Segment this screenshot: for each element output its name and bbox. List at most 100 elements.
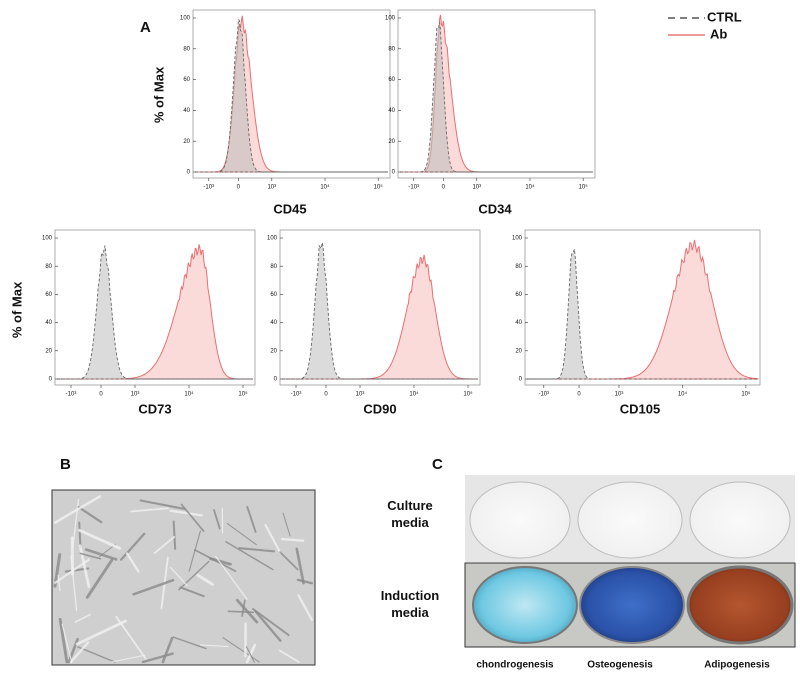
cell <box>199 644 229 648</box>
y-tick-label: 0 <box>187 170 191 176</box>
y-axis-label: % of Max <box>9 281 24 338</box>
cell <box>61 623 73 663</box>
cell <box>139 499 186 510</box>
cell <box>153 536 176 554</box>
well <box>469 481 571 559</box>
cell <box>77 646 116 663</box>
x-tick-label: 10⁴ <box>678 391 688 398</box>
row-label-line: Culture <box>387 498 433 513</box>
x-tick-label: -10³ <box>203 185 214 191</box>
y-tick-label: 80 <box>45 264 52 270</box>
x-tick-label: 0 <box>442 185 446 191</box>
plot-frame <box>192 9 391 179</box>
y-tick-label: 100 <box>385 16 396 22</box>
x-tick-label: 10⁵ <box>374 184 384 191</box>
y-tick-label: 60 <box>388 77 395 83</box>
column-label: Adipogenesis <box>704 660 770 671</box>
y-tick-label: 100 <box>267 236 278 242</box>
x-tick-label: 10⁵ <box>238 391 248 398</box>
well <box>577 481 683 559</box>
cell <box>254 610 282 642</box>
y-tick-label: 40 <box>45 320 52 326</box>
well <box>689 481 791 559</box>
y-tick-label: 80 <box>270 264 277 270</box>
plot-title: CD90 <box>363 401 396 416</box>
cell <box>161 636 174 664</box>
cell <box>74 613 91 623</box>
row-label: Culture media <box>387 498 433 530</box>
cell <box>282 512 291 537</box>
legend-label: Ab <box>710 26 727 41</box>
cell <box>225 541 274 571</box>
x-tick-label: 10³ <box>131 392 140 398</box>
row-label-line: Induction <box>381 588 440 603</box>
y-tick-label: 80 <box>515 264 522 270</box>
cell <box>72 498 80 548</box>
cell <box>227 610 255 614</box>
ctrl-histogram <box>527 248 758 380</box>
y-tick-label: 100 <box>512 236 523 242</box>
cell <box>172 520 177 550</box>
y-tick-label: 20 <box>183 139 190 145</box>
cell <box>209 557 232 566</box>
cell <box>295 547 305 585</box>
cell <box>77 506 103 524</box>
cell <box>53 553 62 588</box>
cell <box>246 505 257 533</box>
cell <box>226 522 257 546</box>
plot-frame <box>54 229 256 386</box>
ctrl-histogram <box>195 18 388 173</box>
cell <box>58 617 69 664</box>
x-tick-label: -10³ <box>538 392 549 398</box>
y-tick-label: 40 <box>270 320 277 326</box>
y-tick-label: 20 <box>515 348 522 354</box>
cell <box>196 573 215 586</box>
cell <box>85 558 114 599</box>
y-tick-label: 40 <box>515 320 522 326</box>
cell <box>79 552 102 560</box>
y-tick-label: 0 <box>274 377 278 383</box>
x-tick-label: 10³ <box>267 185 276 191</box>
cell <box>84 548 118 561</box>
y-tick-label: 60 <box>270 292 277 298</box>
y-tick-label: 40 <box>183 108 190 114</box>
row-label-line: media <box>391 515 429 530</box>
y-tick-label: 60 <box>45 292 52 298</box>
x-tick-label: -10³ <box>291 392 302 398</box>
y-tick-label: 20 <box>45 348 52 354</box>
cell <box>170 566 188 587</box>
cell <box>279 551 299 571</box>
cell <box>214 555 248 600</box>
cell <box>115 615 147 660</box>
x-tick-label: 10⁴ <box>320 184 330 191</box>
cell <box>119 532 146 561</box>
x-tick-label: 10⁵ <box>741 391 751 398</box>
cell <box>111 654 146 663</box>
x-tick-label: 10³ <box>615 392 624 398</box>
cell <box>130 507 169 513</box>
cell <box>75 619 127 646</box>
cell <box>188 530 201 572</box>
cell <box>78 521 82 549</box>
cell <box>245 646 255 663</box>
well-plate <box>464 475 796 648</box>
row-label-line: media <box>391 605 429 620</box>
cell <box>245 643 257 664</box>
panel-label: B <box>60 456 71 473</box>
cell <box>297 594 314 621</box>
plot-frame <box>279 229 481 386</box>
x-tick-label: 10⁴ <box>184 391 194 398</box>
cell <box>278 649 300 663</box>
cell <box>213 509 221 530</box>
y-tick-label: 0 <box>49 377 53 383</box>
x-tick-label: 10⁴ <box>409 391 419 398</box>
x-tick-label: 10⁵ <box>579 184 589 191</box>
y-tick-label: 100 <box>180 16 191 22</box>
y-tick-label: 0 <box>519 377 523 383</box>
well <box>472 566 578 644</box>
y-tick-label: 0 <box>392 170 396 176</box>
x-tick-label: -10³ <box>66 392 77 398</box>
plot-title: CD105 <box>620 401 660 416</box>
cell <box>78 544 91 589</box>
